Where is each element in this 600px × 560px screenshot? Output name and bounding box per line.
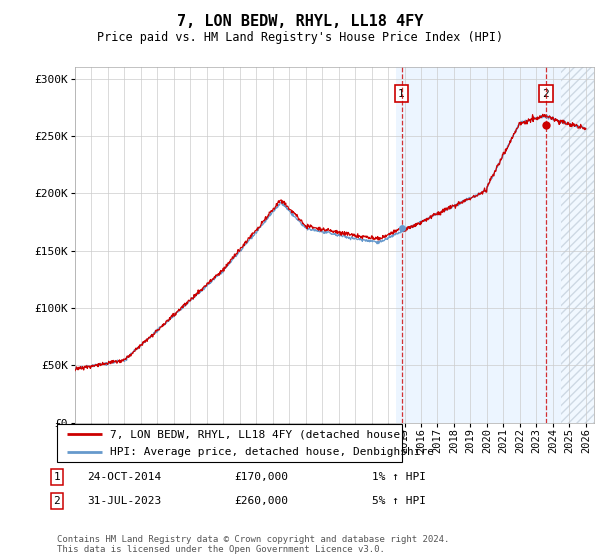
Text: £260,000: £260,000: [234, 496, 288, 506]
Text: 1% ↑ HPI: 1% ↑ HPI: [372, 472, 426, 482]
Text: Contains HM Land Registry data © Crown copyright and database right 2024.
This d: Contains HM Land Registry data © Crown c…: [57, 535, 449, 554]
Text: 1: 1: [53, 472, 61, 482]
FancyBboxPatch shape: [57, 424, 402, 462]
Text: 2: 2: [53, 496, 61, 506]
Text: £170,000: £170,000: [234, 472, 288, 482]
Text: 7, LON BEDW, RHYL, LL18 4FY (detached house): 7, LON BEDW, RHYL, LL18 4FY (detached ho…: [110, 429, 407, 439]
Text: 24-OCT-2014: 24-OCT-2014: [87, 472, 161, 482]
Text: Price paid vs. HM Land Registry's House Price Index (HPI): Price paid vs. HM Land Registry's House …: [97, 31, 503, 44]
Bar: [561, 67, 594, 423]
Bar: [396, 67, 561, 423]
Text: 31-JUL-2023: 31-JUL-2023: [87, 496, 161, 506]
Text: 5% ↑ HPI: 5% ↑ HPI: [372, 496, 426, 506]
Text: HPI: Average price, detached house, Denbighshire: HPI: Average price, detached house, Denb…: [110, 447, 434, 457]
Text: 7, LON BEDW, RHYL, LL18 4FY: 7, LON BEDW, RHYL, LL18 4FY: [177, 14, 423, 29]
Text: 2: 2: [542, 88, 549, 99]
Text: 1: 1: [398, 88, 405, 99]
